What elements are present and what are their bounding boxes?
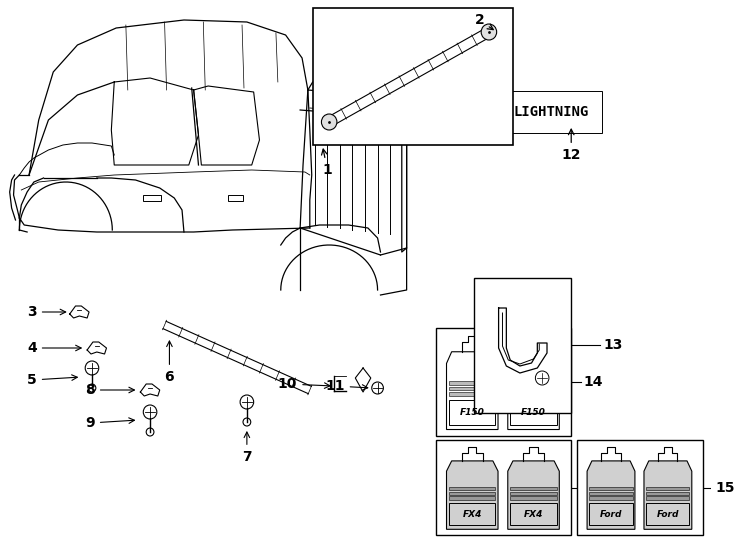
Text: LIGHTNING: LIGHTNING bbox=[513, 105, 589, 119]
Bar bbox=[143, 195, 161, 201]
Bar bbox=[510, 492, 556, 495]
Bar bbox=[449, 392, 495, 396]
Text: 5: 5 bbox=[27, 373, 77, 387]
Circle shape bbox=[372, 382, 383, 394]
Circle shape bbox=[143, 405, 157, 419]
Bar bbox=[589, 503, 633, 525]
Circle shape bbox=[240, 395, 254, 409]
Text: 14: 14 bbox=[584, 375, 603, 389]
Bar bbox=[510, 487, 556, 490]
Text: FX4: FX4 bbox=[524, 510, 543, 519]
Circle shape bbox=[146, 428, 154, 436]
Text: 16: 16 bbox=[584, 481, 603, 495]
Polygon shape bbox=[446, 461, 498, 529]
Bar bbox=[510, 400, 556, 425]
Bar bbox=[510, 381, 556, 385]
Bar bbox=[589, 496, 633, 500]
Text: 2: 2 bbox=[474, 13, 493, 30]
Polygon shape bbox=[446, 352, 498, 429]
Bar bbox=[647, 492, 689, 495]
Text: F150: F150 bbox=[521, 408, 546, 417]
Polygon shape bbox=[508, 352, 559, 429]
Bar bbox=[449, 381, 495, 385]
Bar bbox=[510, 387, 556, 390]
Bar bbox=[647, 496, 689, 500]
Bar bbox=[228, 195, 243, 201]
Circle shape bbox=[88, 384, 96, 392]
Text: 10: 10 bbox=[278, 377, 330, 391]
Text: F150: F150 bbox=[459, 408, 484, 417]
Text: 3: 3 bbox=[27, 305, 65, 319]
Bar bbox=[577, 440, 703, 535]
Text: 9: 9 bbox=[85, 416, 134, 430]
Circle shape bbox=[243, 418, 251, 426]
Bar bbox=[474, 278, 571, 413]
Bar bbox=[449, 492, 495, 495]
Text: 4: 4 bbox=[27, 341, 81, 355]
Bar bbox=[449, 487, 495, 490]
Bar bbox=[647, 503, 689, 525]
Bar bbox=[449, 496, 495, 500]
Text: 11: 11 bbox=[325, 379, 368, 393]
Circle shape bbox=[535, 371, 549, 385]
Polygon shape bbox=[587, 461, 635, 529]
Text: Ford: Ford bbox=[600, 510, 622, 519]
Circle shape bbox=[321, 114, 337, 130]
Bar bbox=[436, 440, 571, 535]
Bar bbox=[510, 496, 556, 500]
Text: Ford: Ford bbox=[657, 510, 679, 519]
Bar bbox=[313, 8, 513, 145]
Bar bbox=[449, 387, 495, 390]
Circle shape bbox=[85, 361, 99, 375]
Bar bbox=[647, 487, 689, 490]
Bar bbox=[510, 392, 556, 396]
Text: 6: 6 bbox=[164, 341, 174, 384]
Text: 1: 1 bbox=[321, 149, 333, 177]
Text: 12: 12 bbox=[562, 129, 581, 162]
Text: 7: 7 bbox=[242, 432, 252, 464]
Polygon shape bbox=[508, 461, 559, 529]
Bar bbox=[436, 328, 571, 436]
Bar bbox=[589, 492, 633, 495]
Circle shape bbox=[482, 24, 497, 40]
Bar bbox=[449, 400, 495, 425]
Bar bbox=[449, 503, 495, 525]
Polygon shape bbox=[644, 461, 692, 529]
Text: 13: 13 bbox=[603, 338, 622, 352]
Bar bbox=[510, 503, 556, 525]
Text: 15: 15 bbox=[716, 481, 734, 495]
Text: FX4: FX4 bbox=[462, 510, 482, 519]
Text: 8: 8 bbox=[85, 383, 134, 397]
Bar bbox=[589, 487, 633, 490]
